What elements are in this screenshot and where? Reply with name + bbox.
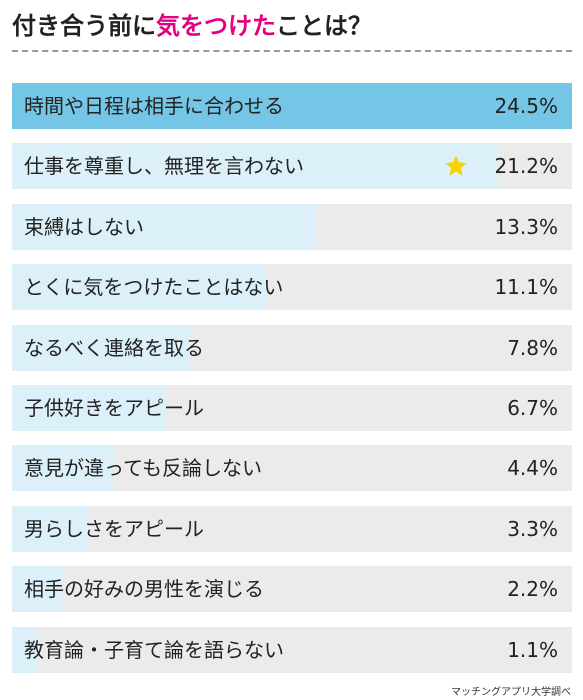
bar-value: 24.5% [494,94,558,118]
bar-fill [12,325,191,371]
bar-fill [12,627,38,673]
bar-label: 子供好きをアピール [24,396,204,420]
bar-fill [12,83,572,129]
chart-title: 付き合う前に気をつけたことは？ [12,8,372,44]
bar-fill [12,264,266,310]
bar-label: なるべく連絡を取る [24,336,204,360]
title-divider [12,50,572,52]
bar-label: 相手の好みの男性を演じる [24,577,264,601]
bar-value: 4.4% [507,456,558,480]
bar-row: 相手の好みの男性を演じる 2.2% [12,566,572,612]
source-note: マッチングアプリ大学調べ [451,687,571,698]
bar-row: 束縛はしない 13.3% [12,204,572,250]
bar-fill [12,204,316,250]
bar-row: 男らしさをアピール 3.3% [12,506,572,552]
bar-row: 子供好きをアピール 6.7% [12,385,572,431]
bar-value: 3.3% [507,517,558,541]
bar-label: 仕事を尊重し、無理を言わない [24,154,304,178]
bar-fill [12,143,497,189]
bar-value: 13.3% [494,215,558,239]
title-prefix: 付き合う前に [12,12,156,40]
bar-row: 意見が違っても反論しない 4.4% [12,445,572,491]
bar-value: 6.7% [507,396,558,420]
bar-value: 1.1% [507,638,558,662]
bar-row: なるべく連絡を取る 7.8% [12,325,572,371]
title-suffix: ことは？ [276,12,372,40]
bar-value: 11.1% [494,275,558,299]
bar-label: 教育論・子育て論を語らない [24,638,284,662]
bar-row: 時間や日程は相手に合わせる 24.5% [12,83,572,129]
bar-value: 2.2% [507,577,558,601]
bar-label: 束縛はしない [24,215,144,239]
bar-label: 時間や日程は相手に合わせる [24,94,284,118]
bar-label: 男らしさをアピール [24,517,204,541]
bar-fill [12,506,88,552]
bar-value: 21.2% [494,154,558,178]
bar-fill [12,385,166,431]
star-icon [445,155,467,176]
bar-row: とくに気をつけたことはない 11.1% [12,264,572,310]
bar-fill [12,566,63,612]
bar-label: 意見が違っても反論しない [24,456,262,480]
bar-label: とくに気をつけたことはない [24,275,284,299]
bar-value: 7.8% [507,336,558,360]
title-highlight: 気をつけた [156,12,276,40]
bar-row: 仕事を尊重し、無理を言わない 21.2% [12,143,572,189]
bar-fill [12,445,113,491]
bar-row: 教育論・子育て論を語らない 1.1% [12,627,572,673]
